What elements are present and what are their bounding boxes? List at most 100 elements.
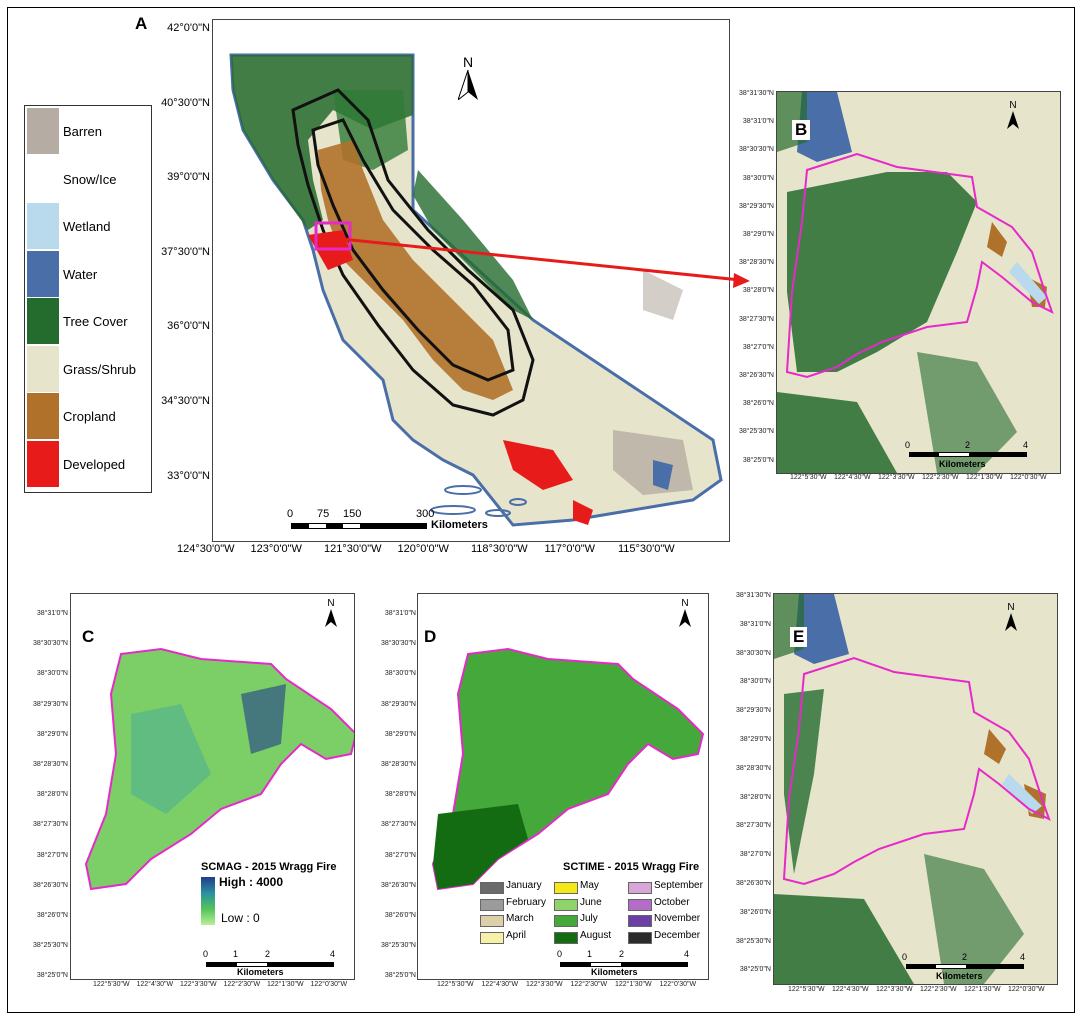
legend-swatch	[27, 345, 59, 392]
panel-d-scalebar	[560, 962, 688, 967]
inset-box	[314, 221, 352, 251]
longitude-label: 122°2'30"W	[922, 474, 959, 481]
month-legend-item: September	[628, 880, 708, 894]
scmag-title: SCMAG - 2015 Wragg Fire	[201, 861, 337, 873]
latitude-label: 38°26'0"N	[739, 908, 771, 916]
longitude-label: 122°3'30"W	[526, 981, 563, 988]
panel-e-map: N 0 2 4 Kilometers	[773, 593, 1058, 985]
latitude-label: 38°25'30"N	[380, 942, 416, 950]
panel-e-scalebar	[906, 964, 1024, 969]
panel-a-map: N 0 75 150 300 Kilometers	[212, 19, 730, 542]
north-label: N	[1009, 100, 1017, 111]
longitude-label: 117°0'0"W	[544, 543, 596, 555]
month-legend-item: October	[628, 896, 708, 911]
latitude-label: 38°31'0"N	[742, 118, 774, 126]
panel-a-scalebar	[291, 523, 427, 529]
month-label: September	[654, 880, 703, 891]
scale-number: 2	[962, 952, 968, 962]
latitude-label: 38°27'0"N	[742, 343, 774, 351]
latitude-label: 40°30'0"N	[161, 96, 210, 109]
legend-label: Tree Cover	[63, 314, 128, 329]
figure-frame	[7, 7, 1075, 1013]
longitude-label: 122°5'30"W	[93, 981, 130, 988]
month-legend-item: January	[480, 880, 620, 894]
panel-b-letter: B	[792, 120, 811, 140]
month-swatch	[554, 931, 578, 944]
longitude-label: 122°0'30"W	[1008, 986, 1045, 993]
scale-unit: Kilometers	[431, 519, 488, 531]
latitude-label: 38°26'0"N	[742, 400, 774, 408]
latitude-label: 38°28'30"N	[735, 764, 771, 772]
scale-number: 1	[587, 949, 593, 959]
latitude-label: 38°31'0"N	[739, 620, 771, 628]
scale-number: 0	[905, 440, 911, 450]
legend-label: Snow/Ice	[63, 171, 117, 187]
longitude-label: 122°1'30"W	[964, 986, 1001, 993]
north-label: N	[462, 54, 474, 70]
north-label: N	[1007, 602, 1015, 613]
legend-swatch	[27, 155, 59, 202]
panel-b-scalebar	[909, 452, 1027, 457]
latitude-label: 42°0'0"N	[167, 22, 210, 34]
legend-swatch	[27, 298, 59, 344]
longitude-label: 122°2'30"W	[920, 986, 957, 993]
scale-number: 0	[557, 949, 563, 959]
scale-unit: Kilometers	[237, 967, 284, 977]
latitude-label: 38°31'0"N	[384, 610, 416, 617]
scale-unit: Kilometers	[591, 967, 638, 977]
month-legend-item: May	[554, 880, 694, 894]
month-swatch	[554, 882, 578, 894]
latitude-label: 38°25'30"N	[32, 942, 68, 950]
latitude-label: 38°30'0"N	[36, 670, 68, 678]
scale-number: 4	[1020, 952, 1026, 962]
longitude-label: 121°30'0"W	[324, 543, 382, 555]
latitude-label: 38°25'0"N	[36, 972, 68, 980]
scale-number: 4	[330, 949, 336, 959]
latitude-label: 38°29'0"N	[36, 730, 68, 738]
month-label: October	[654, 896, 690, 908]
scale-number: 2	[965, 440, 971, 450]
north-arrow-icon	[679, 609, 691, 627]
north-arrow-icon	[456, 69, 478, 102]
legend-swatch	[27, 393, 59, 439]
scmag-low-label: Low : 0	[221, 911, 260, 925]
panel-a-letter: A	[135, 14, 148, 33]
month-legend-item: June	[554, 897, 694, 911]
north-label: N	[681, 598, 689, 609]
latitude-label: 38°26'30"N	[380, 881, 416, 889]
month-legend-item: December	[628, 929, 708, 944]
scale-number: 0	[902, 952, 908, 962]
month-label: November	[654, 913, 701, 924]
panel-e-letter: E	[790, 627, 808, 647]
month-legend-item: April	[480, 930, 620, 944]
month-label: February	[506, 896, 547, 908]
panel-d-letter: D	[424, 627, 437, 646]
longitude-label: 122°0'30"W	[659, 981, 697, 988]
panel-d-north-arrow: N	[675, 598, 695, 630]
legend-label: Barren	[63, 124, 103, 139]
inset-arrow	[341, 237, 750, 288]
longitude-label: 120°0'0"W	[397, 543, 449, 555]
latitude-label: 38°28'30"N	[32, 761, 68, 768]
month-legend-item: March	[480, 913, 620, 927]
month-label: December	[654, 929, 701, 941]
month-swatch	[480, 915, 504, 927]
latitude-label: 38°29'30"N	[738, 202, 774, 210]
latitude-label: 38°30'0"N	[739, 678, 771, 686]
panel-d-map: N SCTIME - 2015 Wragg Fire January May Sep…	[417, 593, 709, 980]
longitude-label: 122°4'30"W	[481, 981, 519, 988]
latitude-label: 38°25'0"N	[739, 966, 771, 974]
longitude-label: 118°30'0"W	[471, 543, 528, 555]
longitude-label: 122°1'30"W	[966, 474, 1003, 481]
scmag-gradient	[201, 877, 215, 925]
longitude-label: 122°0'30"W	[1010, 474, 1047, 481]
north-arrow-icon	[325, 609, 337, 627]
sctime-month-legend: January May September February June October Ma…	[480, 880, 708, 950]
latitude-label: 38°31'30"N	[738, 90, 774, 97]
longitude-label: 124°30'0"W	[177, 543, 235, 555]
latitude-label: 38°30'30"N	[380, 640, 416, 648]
latitude-label: 37°30'0"N	[161, 245, 210, 258]
latitude-label: 38°26'0"N	[384, 912, 416, 919]
month-swatch	[628, 915, 652, 927]
latitude-label: 38°27'30"N	[735, 822, 771, 830]
